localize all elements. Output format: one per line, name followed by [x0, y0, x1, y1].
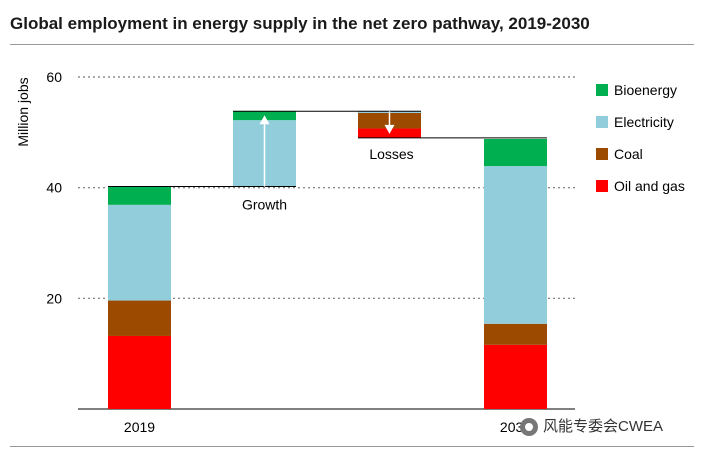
y-tick-label-20: 20 [46, 290, 62, 306]
y-axis-label: Million jobs [15, 77, 31, 146]
losses-arrow-head [384, 124, 395, 134]
legend-swatch-coal [596, 148, 608, 160]
y-tick-label-40: 40 [46, 180, 62, 196]
wechat-icon [520, 418, 538, 437]
legend-label-oil-and-gas: Oil and gas [614, 178, 685, 194]
bar-2030-coal [484, 323, 547, 345]
bar-2019-electricity [108, 204, 171, 301]
watermark: 风能专委会CWEA [520, 415, 664, 437]
x-tick-label-2019: 2019 [124, 419, 155, 435]
legend-label-coal: Coal [614, 146, 643, 162]
legend-label-bioenergy: Bioenergy [614, 82, 677, 98]
bar-2019-bioenergy [108, 186, 171, 205]
legend-swatch-bioenergy [596, 84, 608, 96]
bar-2030-bioenergy [484, 138, 547, 167]
losses-label: Losses [369, 146, 413, 162]
legend-swatch-electricity [596, 116, 608, 128]
growth-arrow-head [259, 115, 270, 125]
legend-label-electricity: Electricity [614, 114, 674, 130]
bottom-divider [10, 446, 694, 447]
bar-2019-coal [108, 300, 171, 336]
y-tick-label-60: 60 [46, 69, 62, 85]
watermark-text: 风能专委会CWEA [543, 418, 664, 435]
bar-2030-oil-and-gas [484, 344, 547, 409]
chart-title: Global employment in energy supply in th… [10, 14, 590, 33]
growth-label: Growth [242, 197, 287, 213]
legend-swatch-oil-and-gas [596, 180, 608, 192]
title-divider [10, 44, 694, 45]
bar-2019-oil-and-gas [108, 335, 171, 409]
bar-2030-electricity [484, 166, 547, 324]
